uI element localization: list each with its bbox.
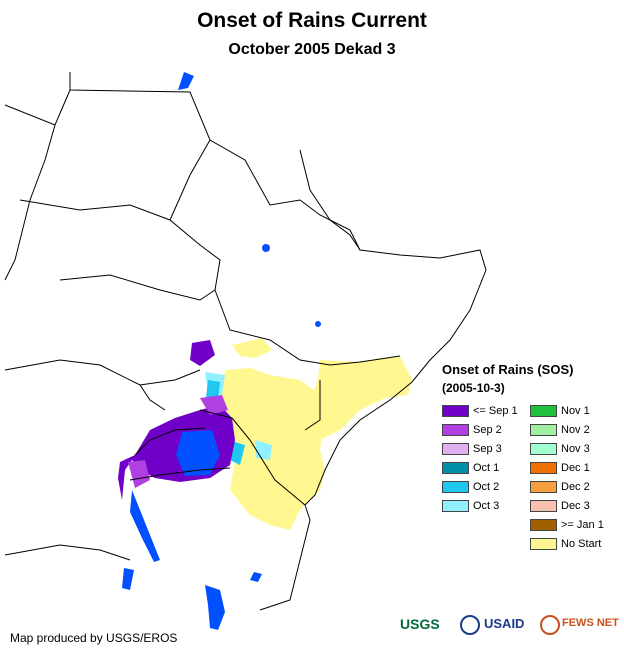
legend-item: Sep 2 — [442, 423, 530, 437]
sep2-zones — [128, 395, 228, 488]
sep1-zones — [118, 340, 235, 500]
legend-item: Dec 3 — [530, 499, 618, 513]
legend-item: Dec 2 — [530, 480, 618, 494]
map-title: Onset of Rains Current — [197, 9, 427, 32]
legend-subtitle: (2005-10-3) — [442, 381, 505, 395]
legend-label: Dec 3 — [561, 500, 590, 512]
usaid-logo: USAID — [484, 616, 525, 631]
legend-label: Nov 1 — [561, 405, 590, 417]
country-borders — [4, 72, 487, 611]
legend-item: Nov 1 — [530, 404, 618, 418]
legend: Onset of Rains (SOS) (2005-10-3) <= Sep … — [442, 360, 622, 551]
legend-item: Oct 2 — [442, 480, 530, 494]
legend-spacer — [442, 537, 530, 551]
legend-swatch — [442, 500, 469, 512]
credit-text: Map produced by USGS/EROS — [10, 631, 178, 645]
legend-swatch — [442, 424, 469, 436]
legend-swatch — [530, 538, 557, 550]
coastline — [299, 149, 413, 506]
legend-swatch — [530, 481, 557, 493]
legend-item: Oct 3 — [442, 499, 530, 513]
legend-item: Dec 1 — [530, 461, 618, 475]
fewsnet-logo: FEWS NET — [562, 617, 619, 629]
legend-swatch — [530, 424, 557, 436]
legend-item: Oct 1 — [442, 461, 530, 475]
legend-swatch — [530, 500, 557, 512]
fewsnet-globe-icon — [540, 615, 560, 635]
legend-item: No Start — [530, 537, 618, 551]
legend-grid: <= Sep 1 Nov 1 Sep 2 Nov 2 Sep 3 Nov 3 Oct 1 De… — [442, 404, 622, 551]
legend-swatch — [442, 481, 469, 493]
legend-title: Onset of Rains (SOS) — [442, 362, 574, 377]
legend-swatch — [530, 519, 557, 531]
legend-label: Sep 3 — [473, 443, 502, 455]
legend-label: Dec 2 — [561, 481, 590, 493]
legend-swatch — [530, 443, 557, 455]
legend-label: No Start — [561, 538, 602, 550]
legend-item: Sep 3 — [442, 442, 530, 456]
legend-swatch — [530, 405, 557, 417]
legend-label: Oct 1 — [473, 462, 500, 474]
legend-swatch — [442, 443, 469, 455]
usgs-logo: USGS — [400, 616, 440, 632]
legend-item: <= Sep 1 — [442, 404, 530, 418]
legend-label: <= Sep 1 — [473, 405, 518, 417]
legend-label: Oct 2 — [473, 481, 500, 493]
legend-swatch — [530, 462, 557, 474]
legend-label: >= Jan 1 — [561, 519, 604, 531]
map-subtitle: October 2005 Dekad 3 — [228, 41, 396, 58]
legend-label: Sep 2 — [473, 424, 502, 436]
water-bodies — [122, 72, 321, 630]
agency-logos: USGS USAID FEWS NET — [398, 612, 620, 642]
legend-label: Nov 3 — [561, 443, 590, 455]
no-start-zones — [220, 338, 412, 530]
legend-label: Dec 1 — [561, 462, 590, 474]
legend-label: Oct 3 — [473, 500, 500, 512]
usaid-seal-icon — [460, 615, 480, 635]
legend-spacer — [442, 518, 530, 532]
legend-label: Nov 2 — [561, 424, 590, 436]
legend-item: Nov 3 — [530, 442, 618, 456]
legend-item: Nov 2 — [530, 423, 618, 437]
legend-swatch — [442, 462, 469, 474]
legend-item: >= Jan 1 — [530, 518, 618, 532]
legend-swatch — [442, 405, 469, 417]
